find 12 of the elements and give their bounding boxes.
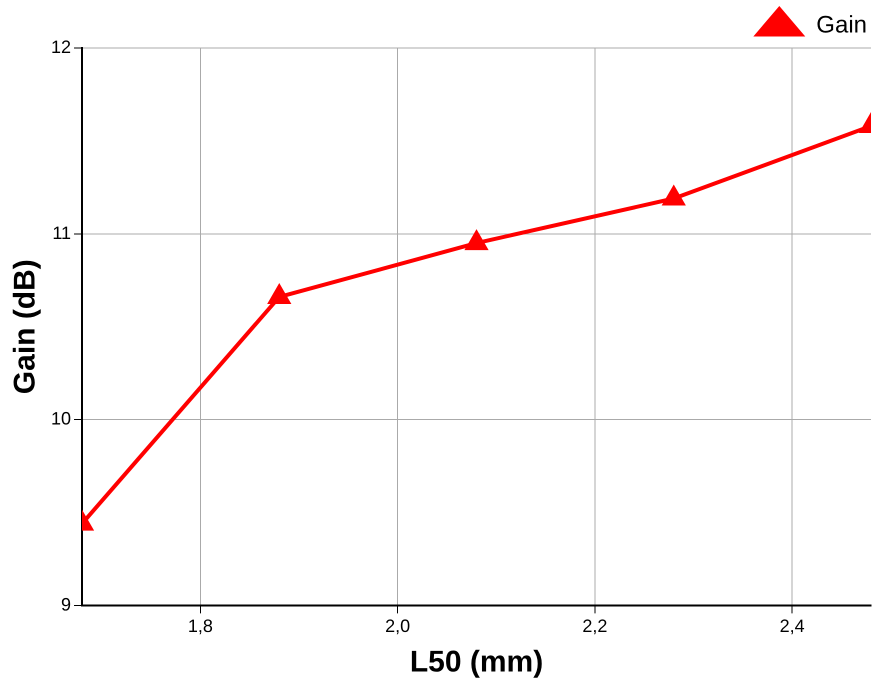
y-tick-label: 11: [52, 222, 72, 243]
x-tick-label: 2,0: [385, 616, 410, 636]
y-tick-label: 12: [50, 36, 72, 57]
x-tick-label: 2,2: [582, 616, 608, 636]
y-tick-label: 10: [50, 408, 72, 429]
x-axis-title: L50 (mm): [410, 645, 544, 678]
point: [466, 231, 488, 250]
y-tick-label: 9: [61, 594, 72, 614]
x-tick-label: 2,4: [780, 616, 805, 636]
y-axis-title: Gain (dB): [8, 259, 42, 394]
legend-label: Gain: [816, 12, 868, 39]
x-tick-label: 1,8: [188, 616, 213, 636]
